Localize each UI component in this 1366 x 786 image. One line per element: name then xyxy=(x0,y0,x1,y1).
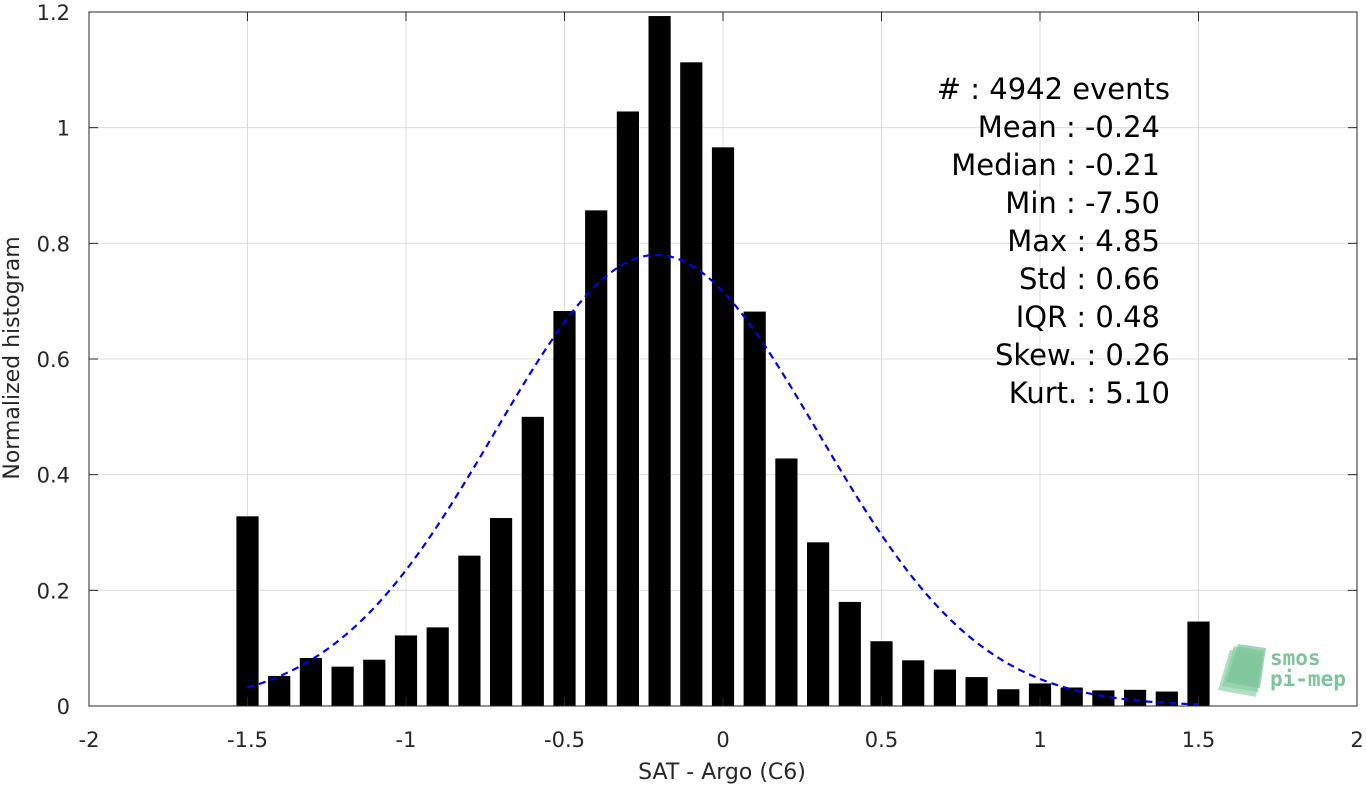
histogram-bar xyxy=(331,666,354,706)
histogram-bar xyxy=(648,16,671,706)
x-tick-label: 0 xyxy=(716,728,729,752)
histogram-bar xyxy=(933,669,956,706)
x-axis-label: SAT - Argo (C6) xyxy=(638,760,806,785)
stat-line: Skew. : 0.26 xyxy=(995,338,1170,372)
histogram-bar xyxy=(521,416,544,706)
x-tick-label: -1.5 xyxy=(227,728,268,752)
histogram-bar xyxy=(394,635,418,706)
histogram-bar xyxy=(711,147,735,706)
stat-line: IQR : 0.48 xyxy=(1016,300,1160,334)
histogram-bar xyxy=(553,310,576,706)
statistics-annotation: # : 4942 events Mean : -0.24 Median : -0.2… xyxy=(937,72,1170,410)
stat-line: Mean : -0.24 xyxy=(978,110,1160,144)
histogram-bar xyxy=(775,458,798,706)
histogram-bar xyxy=(965,677,988,706)
y-tick-label: 0.8 xyxy=(37,232,70,256)
logo-text-smos: smos xyxy=(1270,646,1321,670)
histogram-bar xyxy=(426,627,449,706)
x-tick-label: 2 xyxy=(1350,728,1363,752)
y-tick-label: 1 xyxy=(57,117,70,141)
y-axis-label: Normalized histogram xyxy=(0,236,25,479)
stat-line: # : 4942 events xyxy=(937,72,1170,106)
x-tick-label: -0.5 xyxy=(544,728,585,752)
stat-line: Kurt. : 5.10 xyxy=(1009,376,1170,410)
histogram-bar xyxy=(1060,687,1083,706)
x-tick-label: -1 xyxy=(396,728,417,752)
histogram-bar xyxy=(680,62,703,706)
axes-frame xyxy=(88,11,1358,707)
stat-line: Min : -7.50 xyxy=(1005,186,1160,220)
logo-layers-icon xyxy=(1218,644,1266,697)
histogram-bar xyxy=(268,675,291,706)
histogram-bar xyxy=(1028,683,1052,706)
stat-line: Median : -0.21 xyxy=(951,148,1160,182)
histogram-bar xyxy=(1124,689,1147,706)
y-tick-label: 0.2 xyxy=(37,579,70,603)
stat-line: Max : 4.85 xyxy=(1007,224,1160,258)
histogram-bar xyxy=(458,555,481,706)
y-tick-label: 0.6 xyxy=(37,348,70,372)
x-tick-label: 0.5 xyxy=(865,728,898,752)
y-tick-label: 0 xyxy=(57,695,70,719)
histogram-bar xyxy=(363,659,386,706)
histogram-bar xyxy=(299,657,322,706)
stat-line: Std : 0.66 xyxy=(1019,262,1160,296)
histogram-bars xyxy=(236,16,1210,707)
x-tick-label: -2 xyxy=(79,728,100,752)
y-tick-label: 0.4 xyxy=(37,464,70,488)
histogram-bar xyxy=(1092,690,1115,706)
y-tick-label: 1.2 xyxy=(37,1,70,25)
smos-pi-mep-logo: smos pi-mep xyxy=(1218,644,1346,697)
histogram-bar xyxy=(870,641,893,706)
histogram-bar xyxy=(236,516,259,706)
histogram-bar xyxy=(616,111,639,707)
histogram-bar xyxy=(997,689,1020,706)
histogram-bar xyxy=(902,660,925,706)
histogram-bar xyxy=(1187,621,1210,706)
histogram-bar xyxy=(838,601,861,706)
x-tick-labels: -2 -1.5 -1 -0.5 0 0.5 1 1.5 2 xyxy=(79,728,1364,752)
histogram-bar xyxy=(807,542,830,706)
histogram-bar xyxy=(743,311,766,706)
y-tick-labels: 0 0.2 0.4 0.6 0.8 1 1.2 xyxy=(37,1,70,719)
logo-text-pi-mep: pi-mep xyxy=(1270,667,1346,691)
histogram-bar xyxy=(585,210,608,706)
x-tick-label: 1 xyxy=(1033,728,1046,752)
x-tick-label: 1.5 xyxy=(1182,728,1215,752)
histogram-bar xyxy=(490,518,513,706)
